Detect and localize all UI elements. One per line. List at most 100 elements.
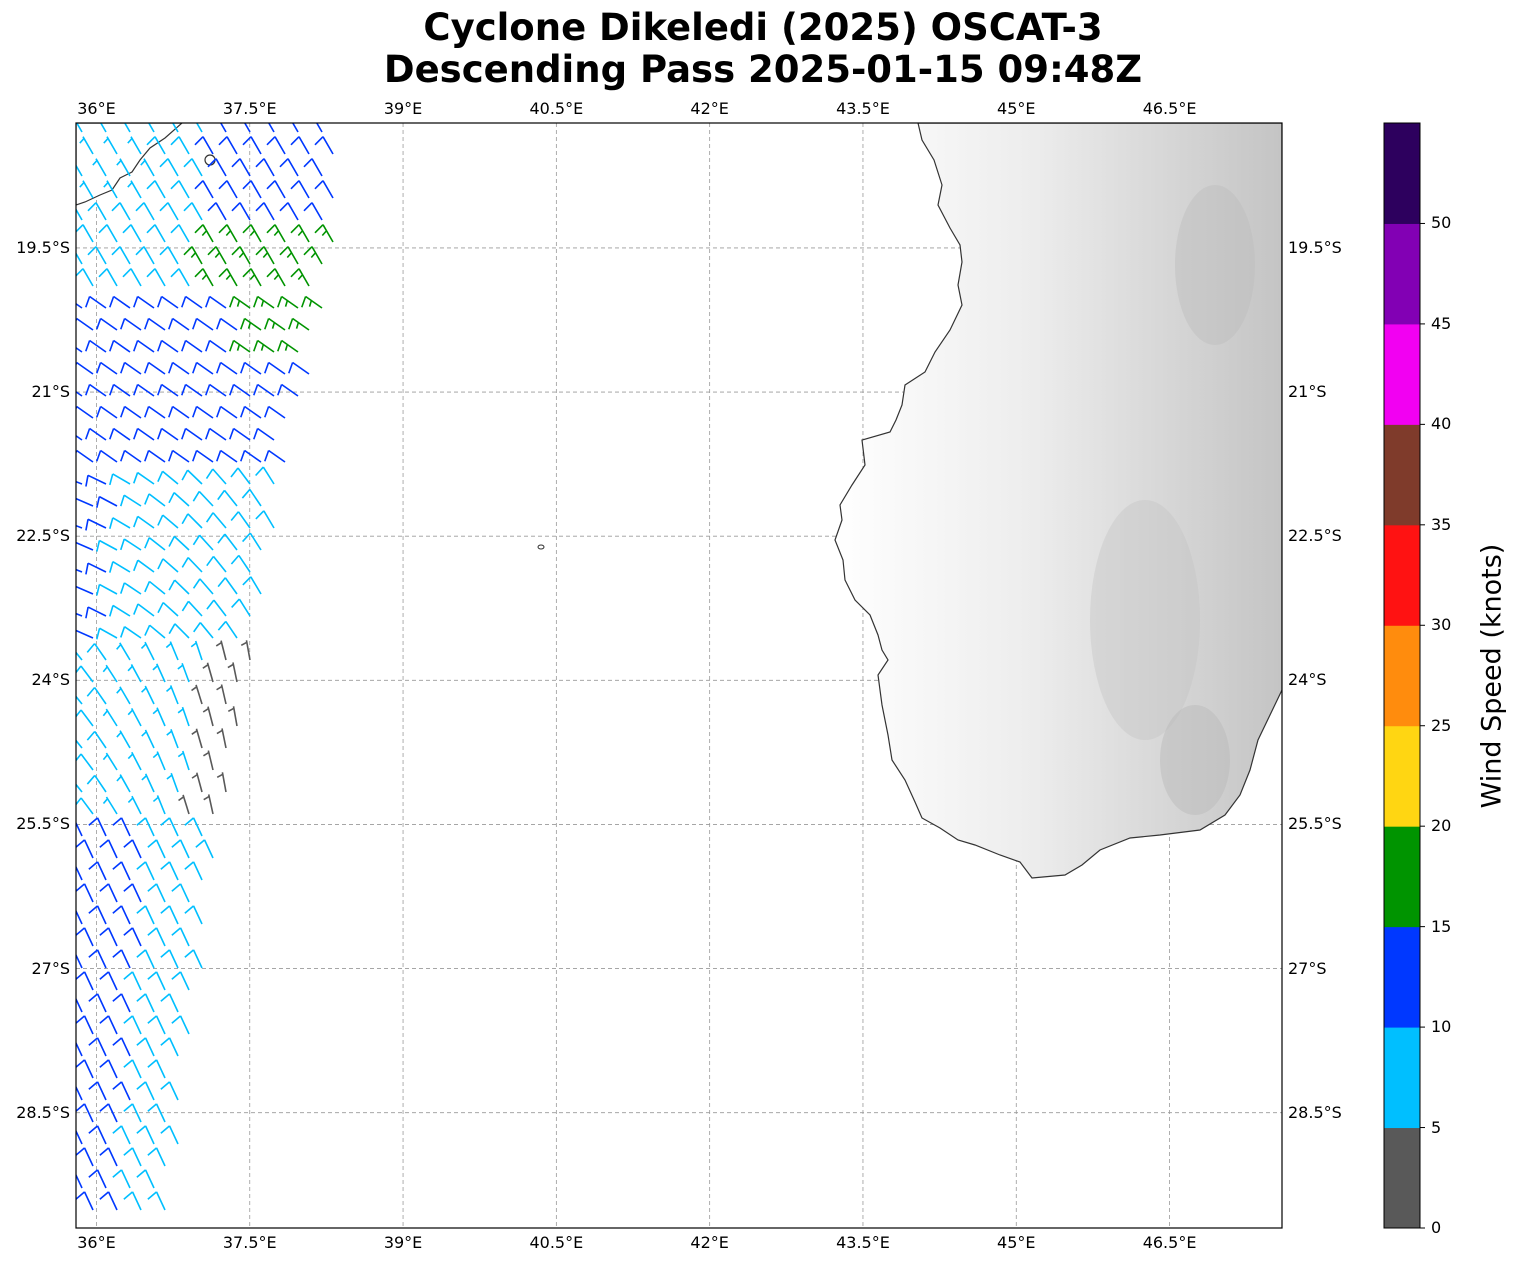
wind-barb [303,158,323,177]
wind-barb [116,686,131,705]
lon-tick-label: 43.5°E [836,1233,890,1252]
colorbar-bin [1384,424,1420,526]
wind-barb [108,517,131,529]
wind-barb [157,383,179,397]
wind-barb [85,562,107,575]
lat-tick-label: 22.5°S [1288,526,1342,546]
wind-barb [240,317,262,331]
wind-barb [123,1191,142,1211]
wind-barb [96,449,118,463]
wind-barb [171,839,190,859]
wind-barb [76,317,94,331]
wind-barb [218,136,238,155]
wind-barb [133,339,155,353]
wind-barb [181,469,203,485]
wind-barb [229,339,251,353]
wind-barb [206,555,227,573]
wind-barb [194,180,214,199]
wind-barb [76,1129,83,1145]
wind-barb [168,361,190,375]
wind-barb [168,623,190,639]
wind-barb [191,684,203,705]
plot-frame [75,122,1283,1229]
wind-barb [159,158,179,177]
colorbar-tick-label: 10 [1431,1017,1452,1037]
wind-barb [215,640,227,661]
wind-barb [144,405,166,419]
wind-barb [168,405,190,419]
wind-barb [76,953,83,969]
wind-barb [88,949,107,969]
wind-barb [181,427,203,441]
wind-barb [255,510,275,529]
lat-tick-label: 28.5°S [1288,1102,1342,1122]
wind-barb [102,796,118,815]
wind-barb [253,339,275,353]
wind-barb [194,268,214,287]
colorbar-bin [1384,1027,1420,1129]
wind-barb [192,361,214,375]
wind-barb [140,158,155,177]
wind-barb [88,1169,107,1189]
wind-barb [216,772,227,793]
wind-barb [240,640,251,661]
wind-barb [178,794,190,815]
wind-barb [160,993,179,1013]
wind-barb [166,729,179,749]
wind-barb [191,772,203,793]
wind-barb [144,537,166,551]
wind-barb [141,729,155,749]
wind-barb [157,427,179,441]
wind-barb [120,317,142,331]
wind-barb [127,136,142,155]
wind-barb [177,750,190,771]
wind-barb [111,202,131,221]
wind-barb [168,535,190,551]
wind-barb [195,839,214,859]
wind-barb [109,427,131,441]
wind-barb [133,427,155,441]
wind-barb [168,579,190,595]
wind-barb [264,361,286,375]
wind-barb [227,706,238,727]
wind-barb [207,158,227,177]
wind-barb [127,795,142,815]
wind-barb [206,599,227,617]
wind-barb [314,224,334,243]
wind-barb [76,839,94,859]
wind-barb [147,971,166,991]
wind-barb [242,532,262,551]
wind-barb [127,707,142,727]
wind-barb [144,580,166,595]
wind-barb [157,558,179,573]
wind-barb [123,971,142,991]
terrain-highland [1160,705,1230,815]
wind-barb [266,268,286,287]
lon-tick-label: 36°E [77,1233,116,1252]
wind-barb [86,774,107,793]
wind-barb [136,1037,155,1057]
wind-barb [202,662,214,683]
wind-barb [160,817,179,837]
wind-barb [112,1081,131,1101]
wind-barb [136,993,155,1013]
wind-barb [123,883,142,903]
wind-barb [96,583,118,596]
wind-barb [231,202,251,221]
wind-barb [242,576,262,595]
lat-tick-label: 28.5°S [16,1102,70,1122]
wind-barb [159,202,179,221]
wind-barb [76,709,94,727]
wind-barb [109,383,131,397]
wind-barb [112,1169,131,1189]
wind-barb [76,1041,83,1057]
wind-barb [144,449,166,463]
wind-barb [147,1059,166,1079]
wind-barb [160,949,179,969]
wind-barb [279,202,299,221]
wind-barb [135,246,155,265]
wind-barb [152,751,166,771]
wind-barb [171,971,190,991]
wind-barb [192,534,214,551]
wind-barb [202,706,214,727]
